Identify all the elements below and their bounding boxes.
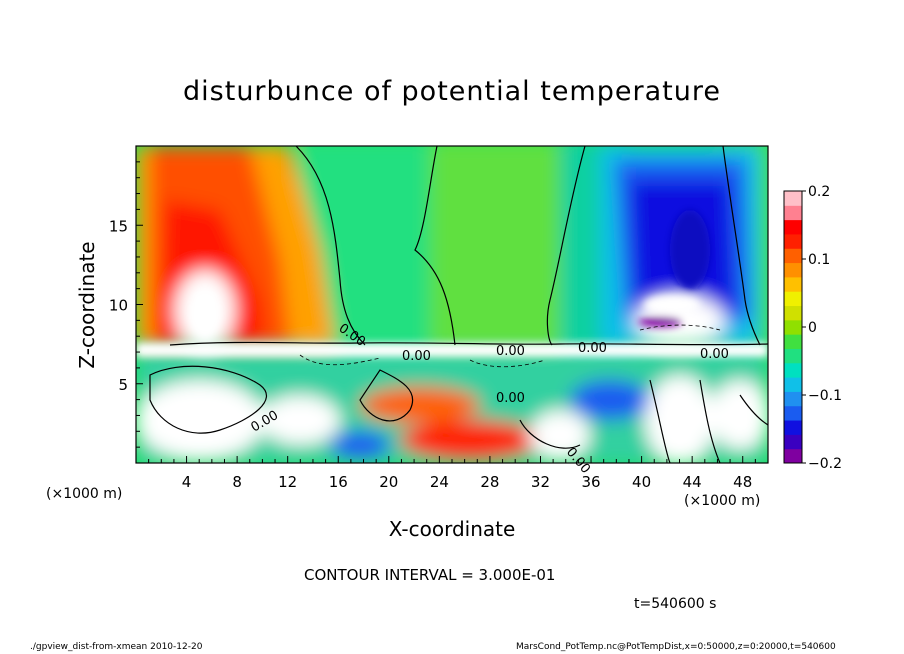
footer-left: ./gpview_dist-from-xmean 2010-12-20 [30, 642, 203, 652]
colorbar-tick-label: 0 [808, 320, 817, 336]
colorbar-swatch [784, 291, 802, 307]
footer-right: MarsCond_PotTemp.nc@PotTempDist,x=0:5000… [516, 642, 836, 652]
y-tick-label: 15 [109, 217, 128, 235]
x-tick-label: 20 [379, 473, 398, 491]
x-unit-label: (×1000 m) [684, 493, 760, 509]
heatmap-field [136, 146, 768, 463]
time-label: t=540600 s [634, 596, 717, 612]
colorbar-swatch [784, 334, 802, 349]
y-unit-label: (×1000 m) [46, 486, 122, 502]
contour-label: 0.00 [700, 347, 729, 362]
colorbar-swatch [784, 448, 802, 464]
x-axis-title: X-coordinate [389, 517, 516, 541]
x-tick-label: 36 [581, 473, 600, 491]
x-axis: 4 8 12 16 20 24 28 32 36 40 44 48 [148, 456, 756, 491]
colorbar-tick-label: −0.2 [808, 456, 842, 472]
colorbar-swatch [784, 276, 802, 292]
contour-label: 0.00 [496, 344, 525, 359]
x-tick-label: 28 [480, 473, 499, 491]
contour-label: 0.00 [496, 391, 525, 406]
colorbar-swatch [784, 362, 802, 378]
x-tick-label: 12 [278, 473, 297, 491]
colorbar-swatch [784, 348, 802, 364]
colorbar-swatch [784, 305, 802, 321]
y-axis: 5 10 15 [109, 161, 143, 448]
x-tick-label: 4 [182, 473, 192, 491]
colorbar-tick-label: −0.1 [808, 388, 842, 404]
colorbar-swatch [784, 405, 802, 421]
colorbar-swatch [784, 377, 802, 392]
colorbar-swatch [784, 420, 802, 435]
contour-label: 0.00 [578, 341, 607, 356]
contour-interval-label: CONTOUR INTERVAL = 3.000E-01 [304, 566, 556, 584]
colorbar-swatch [784, 219, 802, 235]
y-tick-label: 5 [118, 376, 128, 394]
chart-title: disturbunce of potential temperature [183, 76, 721, 107]
colorbar: 0.2 0.1 0 −0.1 −0.2 [783, 184, 842, 472]
x-tick-label: 44 [683, 473, 702, 491]
colorbar-tick-label: 0.2 [808, 184, 830, 200]
x-tick-label: 48 [733, 473, 752, 491]
colorbar-tick-label: 0.1 [808, 252, 830, 268]
colorbar-swatch [784, 319, 802, 335]
colorbar-swatch [784, 191, 802, 206]
x-tick-label: 40 [632, 473, 651, 491]
colorbar-swatch [784, 262, 802, 278]
x-tick-label: 8 [232, 473, 242, 491]
colorbar-swatch [784, 391, 802, 407]
contour-label: 0.00 [402, 349, 431, 364]
x-tick-label: 32 [531, 473, 550, 491]
x-tick-label: 24 [430, 473, 449, 491]
colorbar-swatch [784, 233, 802, 249]
y-axis-title: Z-coordinate [75, 241, 99, 368]
colorbar-swatch [784, 205, 802, 221]
colorbar-swatch [784, 248, 802, 264]
x-tick-label: 16 [329, 473, 348, 491]
colorbar-swatch [784, 434, 802, 450]
y-tick-label: 10 [109, 297, 128, 315]
